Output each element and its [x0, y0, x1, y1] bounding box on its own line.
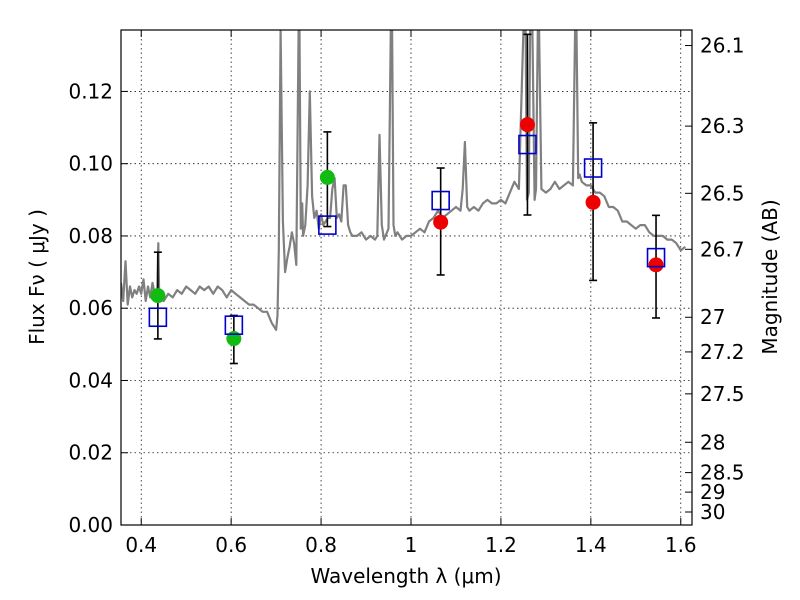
x-tick-label: 0.8 [305, 533, 337, 557]
y-tick-label: 0.08 [68, 224, 113, 248]
data-point [585, 194, 601, 210]
right-tick-label: 26.5 [700, 181, 745, 205]
right-tick-label: 27.5 [700, 382, 745, 406]
y-tick-label: 0.06 [68, 296, 113, 320]
x-axis-ticks: 0.4 0.6 0.8 1 1.2 1.4 1.6 [125, 30, 697, 557]
data-point [433, 214, 449, 230]
y-tick-label: 0.00 [68, 513, 113, 537]
right-tick-label: 26.3 [700, 114, 745, 138]
data-point [150, 288, 166, 304]
right-tick-label: 27 [700, 305, 725, 329]
x-axis-title: Wavelength λ (μm) [310, 564, 501, 588]
plot-frame [120, 29, 693, 526]
data-point [519, 117, 535, 133]
y-tick-label: 0.04 [68, 368, 113, 392]
error-bars [153, 33, 661, 365]
y-tick-label: 0.02 [68, 441, 113, 465]
right-tick-label: 26.1 [700, 34, 745, 58]
model-box [583, 158, 603, 178]
data-markers [148, 117, 666, 347]
model-box [518, 134, 537, 155]
y-tick-label: 0.10 [68, 152, 113, 176]
data-point [226, 331, 242, 347]
x-tick-label: 1.4 [575, 533, 607, 557]
model-box [148, 307, 168, 328]
spectrum-line [121, 30, 686, 331]
y-axis-ticks: 0.00 0.02 0.04 0.06 0.08 0.10 0.12 [68, 79, 128, 537]
right-axis-title: Magnitude (AB) [758, 199, 782, 354]
x-tick-label: 1 [405, 533, 418, 557]
data-point [319, 169, 335, 185]
x-tick-label: 0.4 [125, 533, 157, 557]
x-tick-label: 0.6 [215, 533, 247, 557]
right-tick-label: 27.2 [700, 340, 745, 364]
data-point [648, 257, 664, 273]
y-axis-title: Flux Fν ( μJy ) [25, 209, 49, 345]
model-box [431, 190, 450, 211]
grid [121, 30, 692, 525]
right-tick-label: 30 [700, 500, 725, 524]
right-tick-label: 28.5 [700, 461, 745, 485]
right-tick-label: 29 [700, 480, 725, 504]
y-tick-label: 0.12 [68, 79, 113, 103]
model-box [224, 315, 244, 335]
x-tick-label: 1.2 [485, 533, 517, 557]
x-tick-label: 1.6 [665, 533, 697, 557]
model-box [646, 247, 666, 268]
right-tick-label: 26.7 [700, 237, 745, 261]
spectrum [121, 30, 686, 331]
model-box [318, 215, 337, 235]
right-tick-label: 28 [700, 430, 725, 454]
